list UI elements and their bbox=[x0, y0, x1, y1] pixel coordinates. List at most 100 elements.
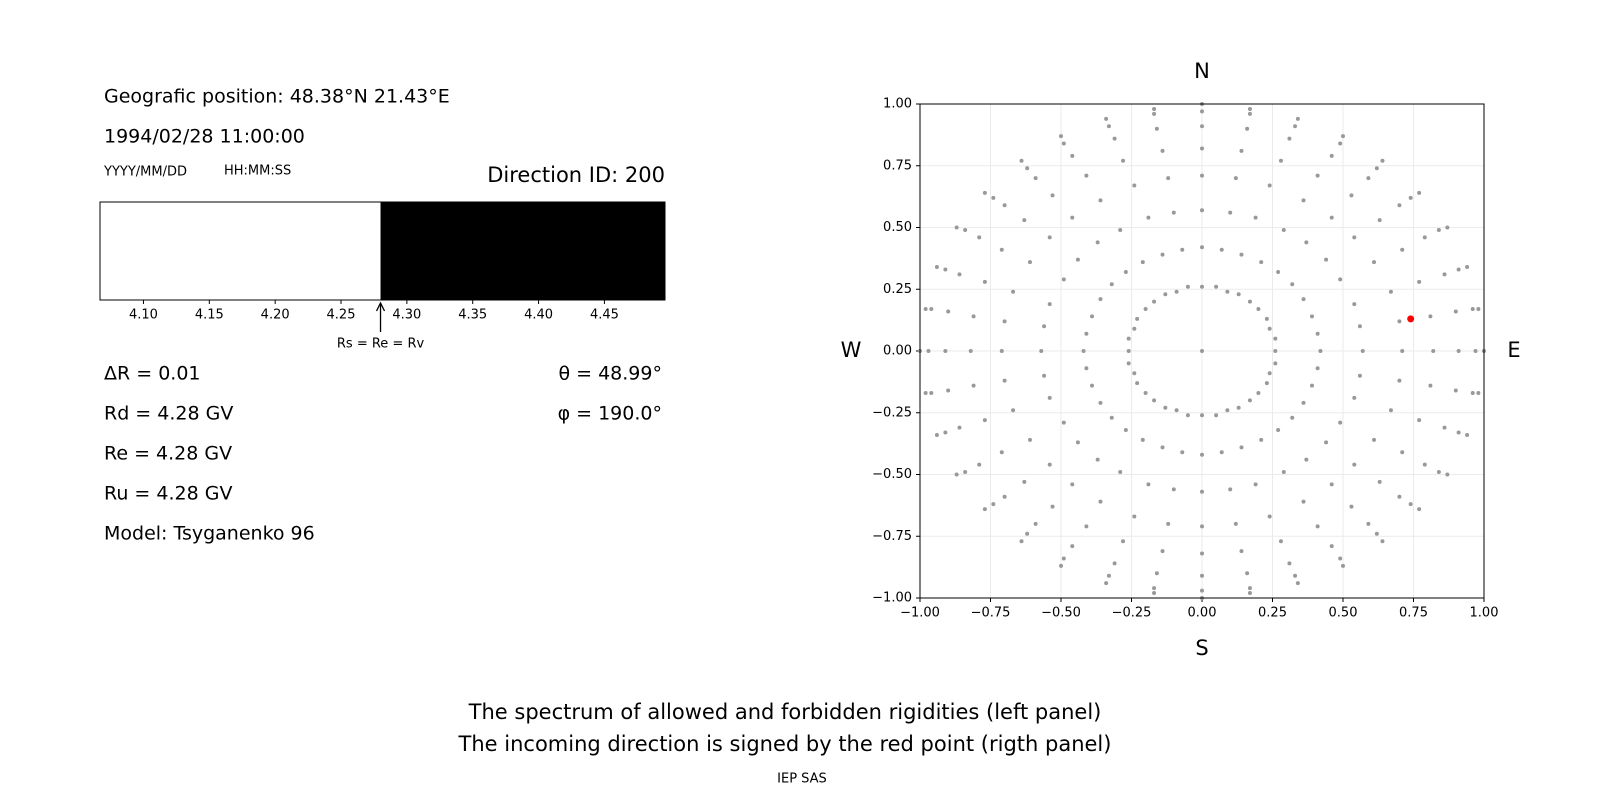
point bbox=[1160, 445, 1165, 450]
point bbox=[1397, 319, 1402, 324]
point bbox=[1273, 349, 1278, 353]
point bbox=[1374, 531, 1379, 536]
point bbox=[929, 307, 934, 312]
point bbox=[1070, 544, 1075, 549]
point bbox=[1070, 153, 1075, 158]
point bbox=[1417, 190, 1422, 195]
x-tick-label: 4.10 bbox=[129, 308, 158, 323]
point bbox=[1301, 297, 1306, 302]
point bbox=[1135, 381, 1140, 386]
point bbox=[1174, 408, 1179, 413]
point bbox=[1200, 146, 1204, 151]
x-tick-label: 4.25 bbox=[327, 308, 356, 323]
point bbox=[1225, 408, 1230, 413]
point bbox=[1121, 539, 1126, 544]
point bbox=[1019, 158, 1024, 163]
point bbox=[1281, 470, 1286, 475]
threshold-label: Rs = Re = Rv bbox=[337, 337, 425, 352]
allowed-region bbox=[100, 202, 381, 300]
x-tick-label: 4.40 bbox=[524, 308, 553, 323]
point bbox=[1025, 166, 1030, 171]
point bbox=[1200, 573, 1204, 578]
point bbox=[1152, 111, 1157, 116]
point bbox=[954, 225, 959, 230]
point bbox=[1422, 462, 1427, 467]
x-tick-label: 0.50 bbox=[1329, 606, 1358, 621]
point bbox=[1033, 176, 1038, 181]
point bbox=[1329, 544, 1334, 549]
point bbox=[1338, 556, 1343, 561]
point bbox=[1400, 349, 1405, 353]
point bbox=[1453, 388, 1458, 393]
point bbox=[1061, 141, 1066, 146]
point bbox=[1293, 124, 1298, 129]
point bbox=[1436, 470, 1441, 475]
point bbox=[999, 450, 1004, 455]
point bbox=[1166, 521, 1171, 526]
point bbox=[1267, 371, 1272, 376]
point bbox=[1233, 176, 1238, 181]
x-tick-label: −0.75 bbox=[971, 606, 1011, 621]
point bbox=[1200, 173, 1204, 178]
point bbox=[1476, 307, 1481, 312]
point bbox=[1104, 581, 1109, 586]
point bbox=[1264, 381, 1269, 386]
point bbox=[1140, 260, 1145, 265]
point bbox=[1304, 240, 1309, 245]
point bbox=[1315, 331, 1320, 336]
y-tick-label: 1.00 bbox=[883, 97, 912, 112]
point bbox=[934, 265, 939, 270]
point bbox=[1276, 428, 1281, 433]
point bbox=[1112, 136, 1117, 141]
point bbox=[977, 462, 982, 467]
point bbox=[1366, 176, 1371, 181]
point bbox=[1456, 267, 1461, 272]
point bbox=[1214, 413, 1219, 418]
point bbox=[1239, 252, 1244, 257]
point bbox=[1200, 284, 1204, 289]
point bbox=[1349, 193, 1354, 198]
point bbox=[1301, 499, 1306, 504]
point bbox=[1377, 218, 1382, 223]
x-tick-label: 0.00 bbox=[1188, 606, 1217, 621]
point bbox=[1047, 395, 1052, 400]
point bbox=[1329, 153, 1334, 158]
y-tick-label: −0.25 bbox=[872, 405, 912, 420]
point bbox=[968, 349, 973, 353]
point bbox=[934, 432, 939, 437]
point bbox=[1315, 366, 1320, 371]
point bbox=[1002, 494, 1007, 499]
point bbox=[1397, 378, 1402, 383]
point bbox=[1160, 252, 1165, 257]
direction-west: W bbox=[841, 338, 862, 362]
point bbox=[1247, 299, 1252, 304]
x-tick-label: −0.50 bbox=[1041, 606, 1081, 621]
point bbox=[1318, 349, 1323, 353]
point bbox=[1050, 193, 1055, 198]
datetime: 1994/02/28 11:00:00 bbox=[104, 126, 305, 148]
point bbox=[1233, 521, 1238, 526]
point bbox=[1357, 373, 1362, 378]
point bbox=[1163, 292, 1168, 297]
point bbox=[1247, 586, 1252, 591]
point bbox=[923, 390, 928, 395]
point bbox=[1143, 307, 1148, 312]
point bbox=[1126, 361, 1131, 366]
direction-id: Direction ID: 200 bbox=[487, 163, 665, 187]
point bbox=[1160, 148, 1165, 153]
point bbox=[1470, 307, 1475, 312]
point bbox=[991, 195, 996, 200]
point bbox=[1200, 245, 1204, 250]
point bbox=[1236, 405, 1241, 410]
point bbox=[1276, 269, 1281, 274]
point bbox=[1247, 111, 1252, 116]
point bbox=[1281, 227, 1286, 232]
point bbox=[1352, 302, 1357, 307]
point bbox=[1293, 573, 1298, 578]
point bbox=[1123, 269, 1128, 274]
point bbox=[982, 190, 987, 195]
point bbox=[1428, 314, 1433, 319]
position: Geografic position: 48.38°N 21.43°E bbox=[104, 86, 450, 108]
